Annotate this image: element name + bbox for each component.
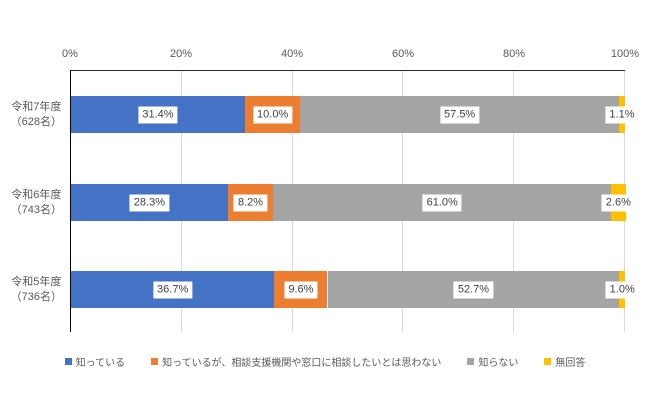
value-label: 28.3% bbox=[129, 194, 169, 211]
x-tick-label: 0% bbox=[62, 48, 78, 60]
bar-row: 令和6年度 （743名） 28.3% 8.2% 61.0% 2.6% bbox=[11, 184, 635, 221]
x-tick-label: 20% bbox=[169, 48, 193, 60]
category-label: 令和6年度 （743名） bbox=[11, 188, 62, 218]
legend-marker bbox=[544, 358, 552, 365]
x-tick-label: 100% bbox=[610, 48, 640, 60]
legend-marker bbox=[467, 358, 475, 365]
value-label: 1.1% bbox=[605, 106, 639, 123]
category-label: 令和5年度 （736名） bbox=[11, 275, 62, 305]
value-label: 8.2% bbox=[233, 194, 268, 211]
legend-label: 知っている bbox=[75, 358, 126, 369]
category-label: 令和7年度 （628名） bbox=[11, 100, 62, 130]
legend-item: 知っている bbox=[64, 354, 126, 369]
x-tick-label: 40% bbox=[280, 48, 304, 60]
x-tick-label: 80% bbox=[502, 48, 526, 60]
legend-label: 無回答 bbox=[555, 358, 586, 369]
legend-label: 知っているが、相談支援機関や窓口に相談したいとは思わない bbox=[162, 358, 442, 369]
value-label: 61.0% bbox=[422, 194, 462, 211]
value-label: 2.6% bbox=[601, 194, 635, 211]
x-tick-label: 60% bbox=[391, 48, 415, 60]
legend-item: 無回答 bbox=[544, 354, 585, 369]
plot-area: 令和7年度 （628名） 31.4% 10.0% 57.5% 1.1% 令和6年度 （743名… bbox=[11, 70, 639, 332]
bar-row: 令和7年度 （628名） 31.4% 10.0% 57.5% 1.1% bbox=[11, 96, 639, 133]
legend-label: 知らない bbox=[478, 358, 519, 369]
value-label: 1.0% bbox=[605, 281, 639, 298]
category-label-line1: 令和7年度 bbox=[11, 100, 62, 113]
category-label-line2: （743名） bbox=[10, 203, 62, 216]
legend-marker bbox=[151, 358, 159, 365]
value-label: 57.5% bbox=[440, 106, 480, 123]
chart-legend: 知っている 知っているが、相談支援機関や窓口に相談したいとは思わない 知らない 無回答 bbox=[0, 354, 650, 369]
category-label-line2: （736名） bbox=[10, 290, 62, 303]
category-label-line2: （628名） bbox=[10, 115, 62, 128]
category-label-line1: 令和5年度 bbox=[11, 275, 62, 288]
value-label: 52.7% bbox=[453, 281, 494, 298]
value-label: 36.7% bbox=[153, 281, 193, 298]
value-label: 10.0% bbox=[253, 106, 293, 123]
category-label-line1: 令和6年度 bbox=[11, 188, 62, 201]
legend-item: 知らない bbox=[467, 354, 518, 369]
legend-item: 知っているが、相談支援機関や窓口に相談したいとは思わない bbox=[151, 354, 441, 369]
bar-row: 令和5年度 （736名） 36.7% 9.6% 52.7% 1.0% bbox=[11, 271, 639, 308]
value-label: 9.6% bbox=[284, 281, 318, 298]
value-label: 31.4% bbox=[138, 106, 178, 123]
legend-marker bbox=[64, 358, 72, 365]
